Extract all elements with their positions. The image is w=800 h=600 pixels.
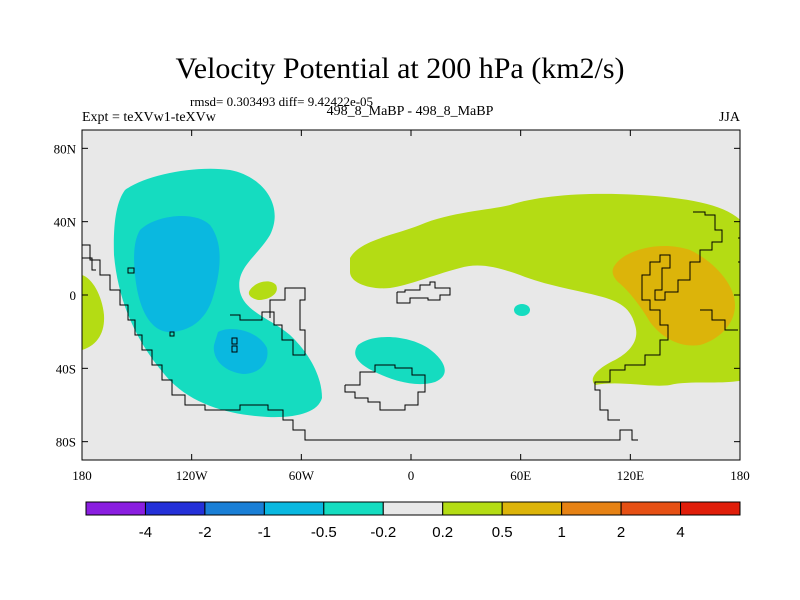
colorbar-box [501, 501, 563, 516]
coastlines [82, 211, 740, 441]
y-tick-label: 40S [56, 361, 76, 376]
coastline-island-3 [231, 345, 238, 353]
colorbar-box [144, 501, 206, 516]
region-positive-small [248, 281, 277, 300]
x-tick-label: 60E [510, 468, 531, 483]
colorbar-label: -1 [258, 524, 271, 541]
colorbar-box [323, 501, 384, 516]
colorbar-box [680, 501, 741, 516]
x-tick-label: 0 [408, 468, 415, 483]
colorbar-box [382, 501, 444, 516]
colorbar-label: 2 [617, 524, 625, 541]
colorbar-box [561, 501, 622, 516]
colorbar-label: -2 [198, 524, 211, 541]
colorbar-label: -0.2 [370, 524, 396, 541]
colorbar-boxes [85, 501, 741, 516]
colorbar-box [442, 501, 503, 516]
colorbar-box [204, 501, 265, 516]
y-axis: 80N 40N 0 40S 80S [54, 141, 740, 450]
colorbar-label: 0.2 [432, 524, 453, 541]
cases-label: 498_8_MaBP - 498_8_MaBP [326, 104, 494, 119]
colorbar-label: 1 [557, 524, 565, 541]
coastline-australia [700, 309, 738, 331]
colorbar-box [620, 501, 682, 516]
coastline-island-1 [127, 267, 135, 274]
region-core-wpacific [612, 245, 735, 346]
coastline-africa [344, 364, 426, 411]
region-positive-eurasia [350, 193, 740, 386]
coastline-arabia [396, 281, 451, 304]
x-tick-label: 180 [72, 468, 92, 483]
x-tick-label: 60W [289, 468, 315, 483]
region-negative-satlantic [355, 336, 445, 385]
x-tick-label: 120W [176, 468, 209, 483]
experiment-label: Expt = teXVw1-teXVw [82, 110, 216, 125]
colorbar-labels: -4 -2 -1 -0.5 -0.2 0.2 0.5 1 2 4 [139, 524, 685, 541]
colorbar-label: 4 [676, 524, 684, 541]
x-tick-label: 120E [617, 468, 645, 483]
x-axis: 180 120W 60W 0 60E 120E 180 [72, 130, 750, 483]
region-core-samerica [213, 328, 268, 374]
coastline-west-edge [82, 257, 96, 271]
y-tick-label: 40N [54, 215, 77, 230]
region-negative-spot [514, 304, 530, 316]
y-tick-label: 80S [56, 435, 76, 450]
stats-label: rmsd= 0.303493 diff= 9.42422e-05 [190, 94, 374, 109]
y-tick-label: 80N [54, 141, 77, 156]
chart-title: Velocity Potential at 200 hPa (km2/s) [175, 52, 625, 85]
y-tick-label: 0 [70, 288, 77, 303]
colorbar-box [263, 501, 325, 516]
coastline-island-2 [231, 337, 238, 345]
colorbar-label: -0.5 [311, 524, 337, 541]
region-positive-dateline [82, 275, 105, 350]
colorbar-label: -4 [139, 524, 152, 541]
colorbar-box [85, 501, 146, 516]
coastline-samerica-east [230, 287, 306, 356]
season-label: JJA [718, 110, 740, 125]
x-tick-label: 180 [730, 468, 750, 483]
colorbar-label: 0.5 [492, 524, 513, 541]
coastline-asia-east [594, 211, 723, 421]
coastline-island-4 [169, 331, 175, 337]
region-core-pacific [134, 215, 220, 332]
coastline-americas [82, 244, 638, 441]
